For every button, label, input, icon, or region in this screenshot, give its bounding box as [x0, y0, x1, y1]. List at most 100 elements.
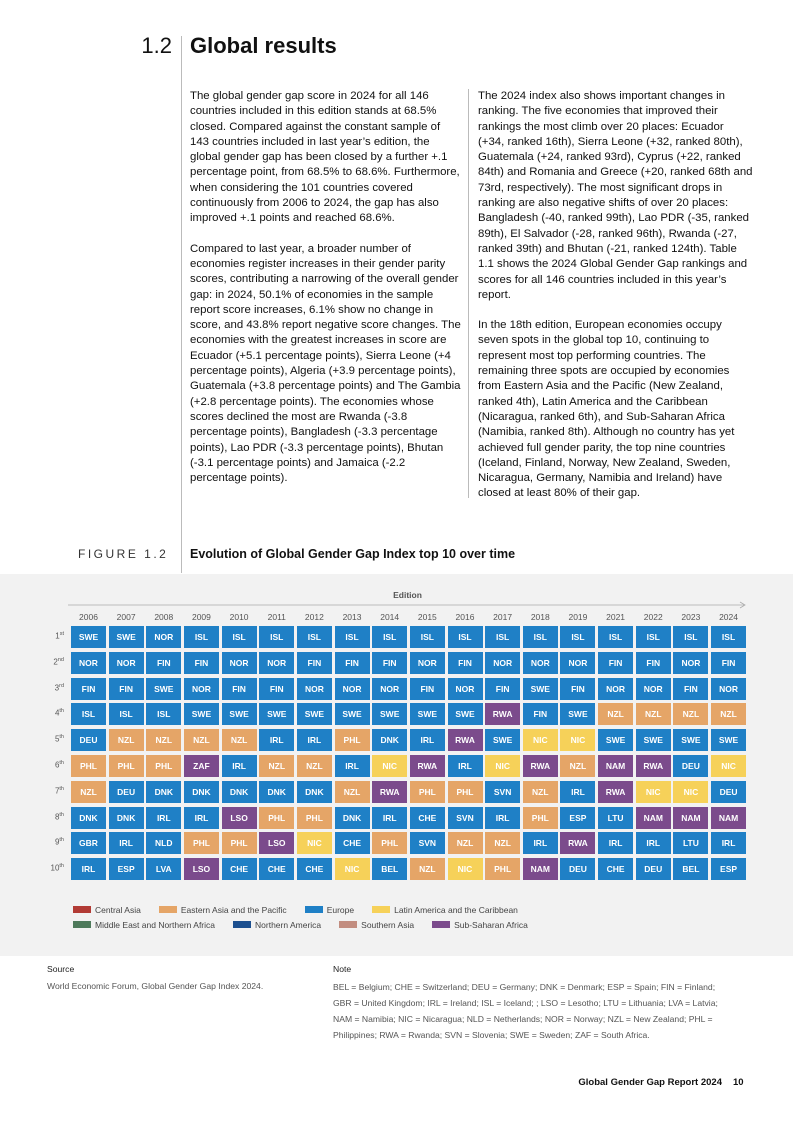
country-cell: IRL: [522, 832, 558, 855]
country-cell: SWE: [447, 703, 483, 726]
figure-title: Evolution of Global Gender Gap Index top…: [190, 547, 516, 561]
country-cell: NZL: [447, 832, 483, 855]
rank-number: 4: [54, 709, 60, 719]
country-cell: ISL: [221, 626, 257, 648]
country-cell: PHL: [296, 806, 332, 829]
country-cell: NOR: [71, 651, 106, 674]
country-cell: NOR: [560, 651, 596, 674]
axis-arrow: [68, 601, 746, 609]
country-cell: SWE: [485, 729, 521, 752]
country-cell: NZL: [183, 729, 219, 752]
axis-title: Edition: [393, 590, 422, 600]
country-cell: PHL: [183, 832, 219, 855]
country-cell: ZAF: [183, 755, 219, 777]
year-label: 2008: [154, 612, 174, 622]
country-cell: PHL: [221, 832, 257, 855]
country-cell: DEU: [673, 755, 709, 777]
rank-number: 2: [53, 657, 58, 667]
left-column: The global gender gap score in 2024 for …: [190, 89, 462, 501]
country-cell: NIC: [372, 755, 408, 777]
rank-label: 8th: [34, 812, 64, 822]
country-cell: SWE: [635, 729, 671, 752]
country-cell: ISL: [711, 626, 747, 648]
country-cell: NZL: [108, 729, 144, 752]
country-cell: SWE: [598, 729, 634, 752]
legend-swatch: [339, 921, 358, 928]
footer-report: Global Gender Gap Report 2024: [578, 1077, 722, 1088]
country-cell: DNK: [71, 806, 106, 829]
country-cell: ISL: [183, 626, 219, 648]
figure-panel: Edition 2006 2007 2008 2009 2010 2011 2012 2013…: [0, 574, 793, 956]
country-cell: NZL: [71, 780, 106, 803]
country-cell: LTU: [598, 806, 634, 829]
country-cell: FIN: [522, 703, 558, 726]
country-cell: IRL: [635, 832, 671, 855]
country-cell: NZL: [296, 755, 332, 777]
country-cell: ISL: [108, 703, 144, 726]
country-cell: NIC: [447, 858, 483, 881]
country-cell: ISL: [259, 626, 295, 648]
country-cell: IRL: [296, 729, 332, 752]
country-cell: SWE: [372, 703, 408, 726]
year-label: 2024: [719, 612, 738, 622]
country-cell: NAM: [635, 806, 671, 829]
country-cell: NZL: [560, 755, 596, 777]
country-cell: PHL: [485, 858, 521, 881]
legend-item: Northern America: [233, 917, 321, 932]
country-cell: BEL: [372, 858, 408, 881]
year-label: 2012: [304, 612, 324, 622]
legend-swatch: [304, 906, 323, 913]
country-cell: IRL: [598, 832, 634, 855]
country-cell: NAM: [673, 806, 709, 829]
legend-label: Middle East and Northern Africa: [95, 919, 216, 930]
year-label: 2017: [493, 612, 513, 622]
rank-number: 7: [54, 786, 60, 796]
country-cell: ISL: [598, 626, 634, 648]
country-cell: NZL: [522, 780, 558, 803]
rank-label: 2nd: [34, 657, 64, 667]
legend-label: Europe: [326, 904, 355, 915]
rank-label: 10th: [34, 863, 65, 873]
country-cell: PHL: [146, 755, 182, 777]
paragraph: The global gender gap score in 2024 for …: [190, 90, 460, 225]
column-divider: [468, 89, 469, 498]
section-title: Global results: [190, 33, 337, 58]
country-cell: LTU: [673, 832, 709, 855]
country-cell: SWE: [221, 703, 257, 726]
country-cell: NOR: [522, 651, 558, 674]
country-cell: IRL: [221, 755, 257, 777]
rank-label: 7th: [34, 786, 64, 796]
country-cell: NLD: [146, 832, 182, 855]
rank-label: 9th: [34, 837, 64, 847]
rank-label: 4th: [34, 708, 64, 718]
country-cell: SWE: [108, 626, 144, 648]
rank-suffix: th: [59, 863, 64, 870]
legend-swatch: [432, 921, 451, 928]
country-cell: ISL: [146, 703, 182, 726]
country-cell: NIC: [560, 729, 596, 752]
rank-suffix: th: [59, 785, 64, 792]
country-cell: NOR: [108, 651, 144, 674]
legend-swatch: [73, 921, 91, 928]
country-cell: FIN: [485, 677, 521, 700]
country-cell: RWA: [447, 729, 483, 752]
country-cell: SWE: [146, 677, 182, 700]
year-label: 2022: [643, 612, 663, 622]
rank-label: 1st: [34, 631, 64, 641]
country-cell: ISL: [334, 626, 370, 648]
country-cell: SWE: [296, 703, 332, 726]
country-cell: FIN: [221, 677, 257, 700]
paragraph: Compared to last year, a broader number …: [190, 242, 461, 485]
country-cell: RWA: [485, 703, 521, 726]
country-cell: SVN: [485, 780, 521, 803]
country-cell: NIC: [673, 780, 709, 803]
country-cell: FIN: [560, 677, 596, 700]
legend-item: Central Asia: [73, 902, 141, 917]
country-cell: LSO: [259, 832, 295, 855]
country-cell: ISL: [447, 626, 483, 648]
country-cell: FIN: [183, 651, 219, 674]
country-cell: FIN: [598, 651, 634, 674]
country-cell: NIC: [711, 755, 747, 777]
country-cell: IRL: [334, 755, 370, 777]
country-cell: SVN: [409, 832, 445, 855]
